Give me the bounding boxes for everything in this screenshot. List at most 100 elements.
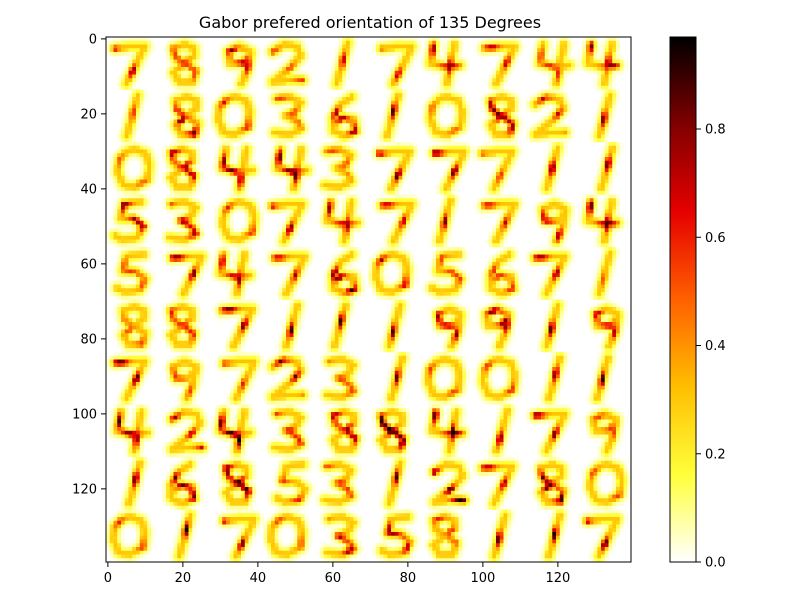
heatmap-cell (402, 44, 407, 49)
heatmap-cell (563, 205, 568, 210)
heatmap-cell (192, 250, 197, 255)
heatmap-cell (237, 55, 242, 60)
heatmap-cell (334, 239, 339, 244)
heatmap-cell (361, 127, 366, 132)
heatmap-cell (244, 97, 249, 102)
heatmap-cell (229, 63, 234, 68)
heatmap-cell (184, 52, 189, 57)
heatmap-cell (293, 172, 298, 177)
heatmap-cell (454, 112, 459, 117)
heatmap-cell (166, 123, 171, 128)
heatmap-cell (383, 112, 388, 117)
heatmap-cell (439, 119, 444, 124)
heatmap-cell (214, 104, 219, 109)
heatmap-cell (301, 168, 306, 173)
heatmap-cell (136, 187, 141, 192)
heatmap-cell (147, 37, 152, 42)
heatmap-cell (413, 52, 418, 57)
heatmap-cell (383, 138, 388, 143)
heatmap-cell (304, 52, 309, 57)
heatmap-cell (286, 142, 291, 147)
heatmap-cell (229, 40, 234, 45)
heatmap-cell (241, 93, 246, 98)
heatmap-cell (199, 74, 204, 79)
heatmap-cell (496, 228, 501, 233)
heatmap-cell (282, 52, 287, 57)
heatmap-cell (342, 123, 347, 128)
heatmap-cell (443, 52, 448, 57)
heatmap-cell (346, 40, 351, 45)
heatmap-cell (222, 153, 227, 158)
heatmap-cell (586, 209, 591, 214)
heatmap-cell (578, 55, 583, 60)
heatmap-cell (469, 145, 474, 150)
heatmap-cell (173, 55, 178, 60)
heatmap-cell (612, 78, 617, 83)
heatmap-cell (451, 213, 456, 218)
heatmap-cell (612, 202, 617, 207)
heatmap-cell (447, 123, 452, 128)
heatmap-cell (496, 224, 501, 229)
heatmap-cell (233, 232, 238, 237)
heatmap-cell (436, 119, 441, 124)
heatmap-cell (297, 247, 302, 252)
heatmap-cell (331, 78, 336, 83)
heatmap-cell (349, 112, 354, 117)
heatmap-cell (124, 168, 129, 173)
heatmap-cell (331, 168, 336, 173)
heatmap-cell (451, 130, 456, 135)
heatmap-cell (563, 145, 568, 150)
heatmap-cell (556, 104, 561, 109)
heatmap-cell (413, 217, 418, 222)
heatmap-cell (409, 40, 414, 45)
heatmap-cell (424, 67, 429, 72)
heatmap-cell (274, 89, 279, 94)
heatmap-cell (151, 175, 156, 180)
heatmap-cell (608, 172, 613, 177)
heatmap-cell (398, 108, 403, 113)
heatmap-cell (466, 63, 471, 68)
heatmap-cell (612, 205, 617, 210)
heatmap-cell (409, 160, 414, 165)
heatmap-cell (612, 82, 617, 87)
heatmap-cell (353, 220, 358, 225)
heatmap-cell (409, 149, 414, 154)
heatmap-cell (218, 224, 223, 229)
heatmap-cell (196, 183, 201, 188)
heatmap-cell (541, 134, 546, 139)
heatmap-cell (248, 104, 253, 109)
heatmap-cell (338, 239, 343, 244)
heatmap-cell (481, 100, 486, 105)
heatmap-cell (136, 205, 141, 210)
heatmap-cell (376, 44, 381, 49)
heatmap-cell (544, 48, 549, 53)
heatmap-cell (391, 127, 396, 132)
heatmap-cell (511, 220, 516, 225)
heatmap-cell (271, 55, 276, 60)
heatmap-cell (222, 160, 227, 165)
heatmap-cell (143, 198, 148, 203)
heatmap-cell (229, 97, 234, 102)
heatmap-cell (548, 97, 553, 102)
heatmap-cell (518, 115, 523, 120)
heatmap-cell (169, 149, 174, 154)
heatmap-cell (616, 228, 621, 233)
heatmap-cell (346, 243, 351, 248)
heatmap-cell (402, 194, 407, 199)
heatmap-cell (443, 153, 448, 158)
heatmap-cell (297, 108, 302, 113)
heatmap-cell (132, 108, 137, 113)
heatmap-cell (346, 187, 351, 192)
heatmap-cell (612, 104, 617, 109)
heatmap-cell (458, 164, 463, 169)
heatmap-cell (244, 40, 249, 45)
heatmap-cell (177, 164, 182, 169)
heatmap-cell (128, 217, 133, 222)
heatmap-cell (432, 97, 437, 102)
heatmap-cell (556, 70, 561, 75)
heatmap-cell (533, 37, 538, 42)
heatmap-cell (117, 78, 122, 83)
heatmap-cell (507, 104, 512, 109)
heatmap-cell (117, 213, 122, 218)
heatmap-cell (353, 127, 358, 132)
